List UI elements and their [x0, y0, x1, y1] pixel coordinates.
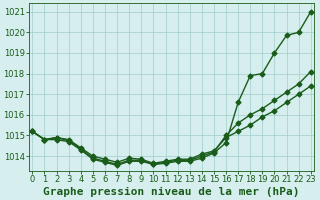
X-axis label: Graphe pression niveau de la mer (hPa): Graphe pression niveau de la mer (hPa) [43, 186, 300, 197]
